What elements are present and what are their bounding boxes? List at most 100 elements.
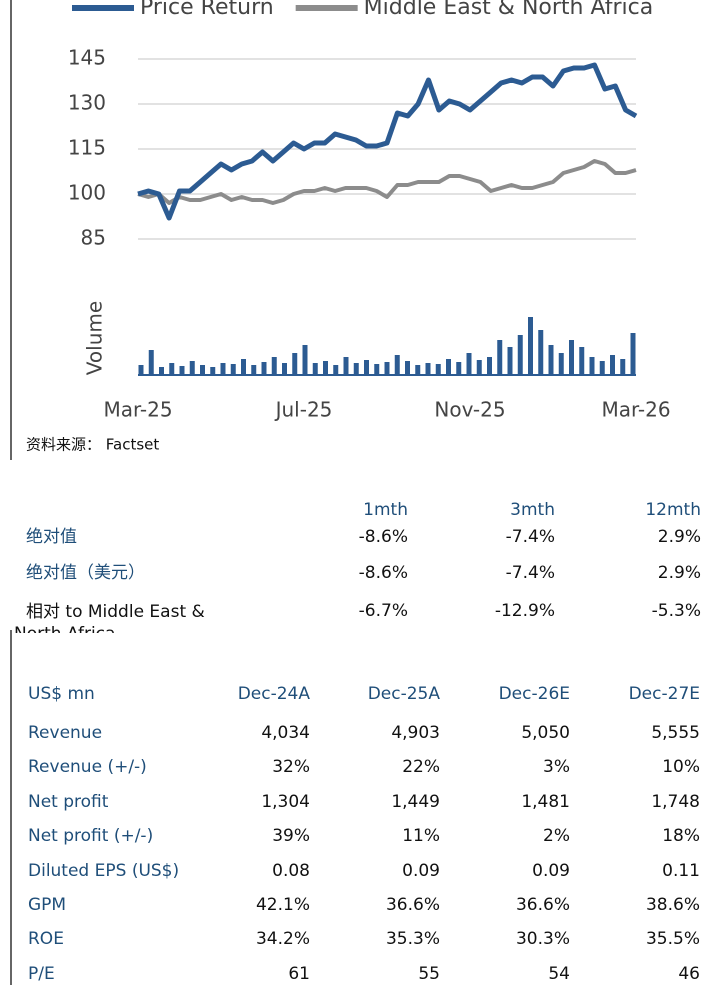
column-header: 12mth — [645, 500, 701, 520]
value: 35.3% — [385, 929, 440, 950]
volume-bar — [302, 345, 308, 375]
volume-bar — [487, 357, 492, 375]
value: -5.3% — [651, 601, 701, 621]
volume-bar — [179, 366, 185, 375]
row-label: P/E — [28, 963, 55, 984]
row-label: ROE — [28, 929, 64, 950]
x-tick-label: Mar-25 — [103, 398, 172, 422]
value: 4,034 — [261, 723, 310, 743]
volume-bar — [384, 362, 390, 375]
column-header: 1mth — [363, 500, 408, 520]
volume-bar — [497, 340, 503, 375]
value: 0.09 — [532, 860, 570, 881]
volume-bar — [456, 362, 462, 375]
series-line — [137, 159, 637, 205]
value: 0.11 — [662, 860, 700, 881]
x-tick-label: Nov-25 — [434, 398, 505, 422]
volume-bar — [159, 367, 164, 375]
value: 35.5% — [645, 929, 700, 950]
volume-bar — [425, 363, 431, 375]
column-header: Dec-27E — [628, 684, 700, 704]
value: 32% — [272, 757, 310, 778]
volume-bar — [374, 364, 380, 375]
volume-bar — [210, 367, 216, 375]
y-tick-label: 130 — [68, 91, 106, 115]
y-tick-label: 85 — [81, 226, 106, 250]
volume-bar — [138, 365, 144, 375]
value: 42.1% — [255, 895, 310, 915]
value: 3% — [543, 757, 570, 778]
row-label: 绝对值（美元） — [26, 563, 145, 583]
value: 61 — [288, 963, 310, 984]
volume-bar — [517, 335, 523, 375]
border — [10, 630, 12, 985]
source-note: 资料来源： Factset — [26, 436, 159, 454]
volume-bar — [610, 355, 615, 375]
volume-bar — [548, 345, 554, 375]
row-label: GPM — [28, 895, 67, 915]
y-tick-label: 145 — [68, 46, 106, 70]
volume-bar — [630, 333, 636, 375]
volume-bar — [528, 317, 533, 375]
volume-bar — [538, 330, 544, 375]
volume-bar — [189, 361, 195, 375]
value: 2% — [543, 826, 570, 847]
volume-bar — [353, 363, 359, 375]
volume-bar — [364, 360, 369, 375]
column-header: 3mth — [510, 500, 555, 520]
volume-bar — [251, 365, 257, 375]
volume-bar — [569, 340, 574, 375]
volume-bar — [589, 357, 595, 375]
volume-bar — [435, 364, 441, 375]
volume-bar — [333, 365, 339, 375]
value: 11% — [402, 826, 440, 847]
x-tick-label: Jul-25 — [274, 398, 333, 422]
volume-bar — [261, 362, 267, 375]
value: -6.7% — [358, 601, 408, 621]
value: 0.08 — [272, 860, 310, 881]
volume-bar — [599, 361, 605, 375]
volume-bar — [415, 365, 421, 375]
value: 10% — [662, 757, 700, 778]
volume-bar — [230, 364, 236, 375]
legend-label: Middle East & North Africa — [364, 0, 654, 20]
series-line — [137, 62, 638, 221]
value: 0.09 — [402, 860, 440, 881]
value: 55 — [418, 963, 440, 984]
volume-bar — [394, 355, 400, 375]
value: 39% — [272, 826, 310, 847]
column-header: Dec-24A — [237, 684, 310, 704]
value: 1,304 — [261, 791, 310, 812]
value: 1,481 — [521, 791, 570, 812]
value: 5,555 — [651, 723, 700, 743]
row-label: Net profit — [28, 791, 109, 812]
column-header: Dec-26E — [498, 684, 570, 704]
row-label: Revenue — [28, 723, 103, 743]
volume-bar — [446, 359, 451, 375]
volume-bar — [292, 353, 298, 375]
legend-label: Price Return — [140, 0, 274, 20]
volume-bar — [558, 353, 564, 375]
y-axis-label: Volume — [83, 301, 107, 375]
value: 36.6% — [385, 895, 440, 915]
volume-bar — [148, 350, 154, 375]
value: 18% — [662, 826, 700, 847]
value: 46 — [678, 963, 700, 984]
value: 2.9% — [657, 527, 701, 547]
volume-bar — [405, 361, 410, 375]
value: 4,903 — [391, 723, 440, 743]
column-header: US$ mn — [28, 684, 95, 704]
value: -12.9% — [494, 601, 555, 621]
row-label: 绝对值 — [26, 527, 77, 547]
volume-bar — [312, 363, 318, 375]
row-label: Revenue (+/-) — [28, 757, 147, 778]
y-tick-label: 100 — [68, 181, 106, 205]
value: -7.4% — [505, 527, 555, 547]
value: 36.6% — [515, 895, 570, 915]
value: 54 — [548, 963, 570, 984]
row-label: Net profit (+/-) — [28, 826, 154, 847]
chart: 资料来源： Factset 85 100 115 130 145 Mar-25 Jul-25… — [10, 0, 671, 460]
volume-bar — [466, 353, 472, 375]
volume-bar — [323, 361, 328, 375]
